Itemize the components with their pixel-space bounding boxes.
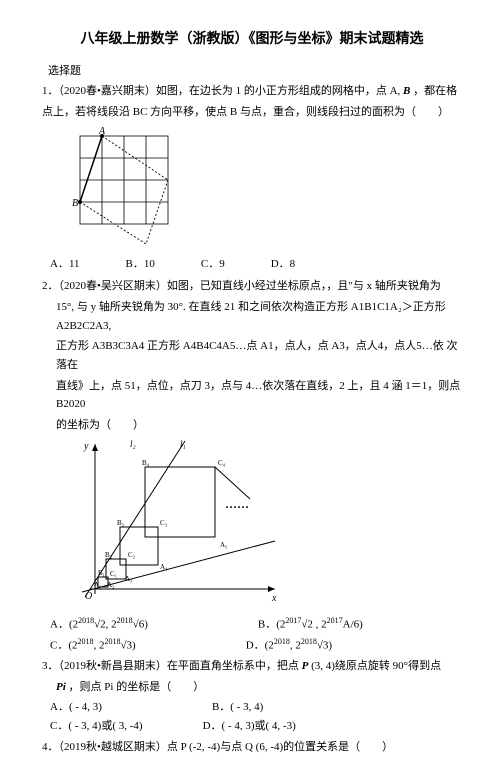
q1-option-c: C．9 <box>201 255 225 274</box>
svg-text:C₄: C₄ <box>218 459 226 467</box>
svg-text:A₁: A₁ <box>94 581 102 589</box>
svg-text:A₅: A₅ <box>220 541 228 549</box>
q1-figure: A B <box>70 126 462 251</box>
svg-text:x: x <box>271 593 277 604</box>
q3-stem-c: ，则点 Pi 的坐标是（ ） <box>69 681 205 693</box>
svg-text:A₄: A₄ <box>160 563 168 571</box>
q1-options: A．11 B．10 C．9 D．8 <box>50 255 462 274</box>
svg-text:y: y <box>83 441 89 452</box>
q2-option-b: B．(22017√2 , 22017A/6) <box>258 614 363 634</box>
q1-stem-part-a: 1．（2020春•嘉兴期末）如图，在边长为 1 的小正方形组成的网格中，点 A, <box>42 85 400 97</box>
q1-option-a: A．11 <box>50 255 80 274</box>
svg-text:O: O <box>85 591 92 602</box>
svg-text:A₃: A₃ <box>125 575 133 583</box>
svg-text:B: B <box>72 198 78 209</box>
svg-text:B₃: B₃ <box>117 519 125 527</box>
q3-line2: Pi ，则点 Pi 的坐标是（ ） <box>56 678 462 697</box>
svg-text:l₁: l₁ <box>180 439 186 449</box>
document-page: 八年级上册数学（浙教版）《图形与坐标》期末试题精选 选择题 1．（2020春•嘉… <box>0 0 504 769</box>
question-4: 4．（2019秋•越城区期末）点 P (-2, -4)与点 Q (6, -4)的… <box>42 738 462 757</box>
q1-stem-part-c: ，都在格 <box>413 85 457 97</box>
svg-text:C₃: C₃ <box>160 519 168 527</box>
q3-p-bold: P <box>302 660 309 672</box>
q2-line2: 15°, 与 y 轴所夹锐角为 30°. 在直线 21 和之间依次构造正方形 A… <box>56 298 462 335</box>
svg-text:B₂: B₂ <box>105 551 113 559</box>
q2-option-c: C．(22018, 22018√3) <box>50 635 136 655</box>
q1-line2: 点上，若将线段沿 BC 方向平移，使点 B 与点，重合，则线段扫过的面积为（ ） <box>42 103 462 122</box>
q3-stem-a: 3．（2019秋•新昌县期末）在平面直角坐标系中，把点 <box>42 660 302 672</box>
svg-text:A₂: A₂ <box>107 581 115 589</box>
q2-line3: 正方形 A3B3C3A4 正方形 A4B4C4A5…点 A1，点人，点 A3，点… <box>56 337 462 374</box>
q2-line4: 直线》上，点 51，点位，点刀 3，点与 4…依次落在直线，2 上，且 4 涵 … <box>56 377 462 414</box>
page-title: 八年级上册数学（浙教版）《图形与坐标》期末试题精选 <box>42 28 462 52</box>
svg-text:C₂: C₂ <box>128 551 136 559</box>
q2-option-a: A．(22018√2, 22018√6) <box>50 614 148 634</box>
q2-option-d: D．(22018, 22018√3) <box>246 635 332 655</box>
svg-text:l₂: l₂ <box>130 439 136 449</box>
question-1: 1．（2020春•嘉兴期末）如图，在边长为 1 的小正方形组成的网格中，点 A,… <box>42 82 462 101</box>
question-3: 3．（2019秋•新昌县期末）在平面直角坐标系中，把点 P (3, 4)绕原点旋… <box>42 657 462 676</box>
q1-stem-bold-b: B <box>403 85 410 97</box>
q3-p1-bold: Pi <box>56 681 66 693</box>
q2-line1: 2．（2020春•吴兴区期末）如图，已知直线小经过坐标原点，，且"与 x 轴所夹… <box>42 277 462 296</box>
q3-option-c: C．( - 3, 4)或( 3, -4) <box>50 717 143 736</box>
svg-text:B₄: B₄ <box>142 459 150 467</box>
q1-option-b: B．10 <box>126 255 155 274</box>
q3-option-d: D．( - 4, 3)或( 4, -3) <box>203 717 296 736</box>
svg-text:C₁: C₁ <box>110 570 117 578</box>
q3-stem-b: (3, 4)绕原点旋转 90°得到点 <box>311 660 441 672</box>
q2-line5: 的坐标为（ ） <box>56 416 462 435</box>
q1-option-d: D．8 <box>271 255 295 274</box>
svg-text:B₁: B₁ <box>98 569 105 577</box>
svg-text:A: A <box>98 126 106 137</box>
section-label: 选择题 <box>48 62 462 81</box>
q3-options: A．( - 4, 3) B．( - 3, 4) C．( - 3, 4)或( 3,… <box>50 698 462 735</box>
q2-figure: x y O l₂ l₁ A₁ A₂ A₃ A₄ A₅ <box>70 439 462 611</box>
ellipsis-dots: ······ <box>225 500 249 514</box>
q2-options: A．(22018√2, 22018√6) B．(22017√2 , 22017A… <box>50 614 462 655</box>
q3-option-a: A．( - 4, 3) <box>50 698 102 717</box>
q3-option-b: B．( - 3, 4) <box>212 698 263 717</box>
